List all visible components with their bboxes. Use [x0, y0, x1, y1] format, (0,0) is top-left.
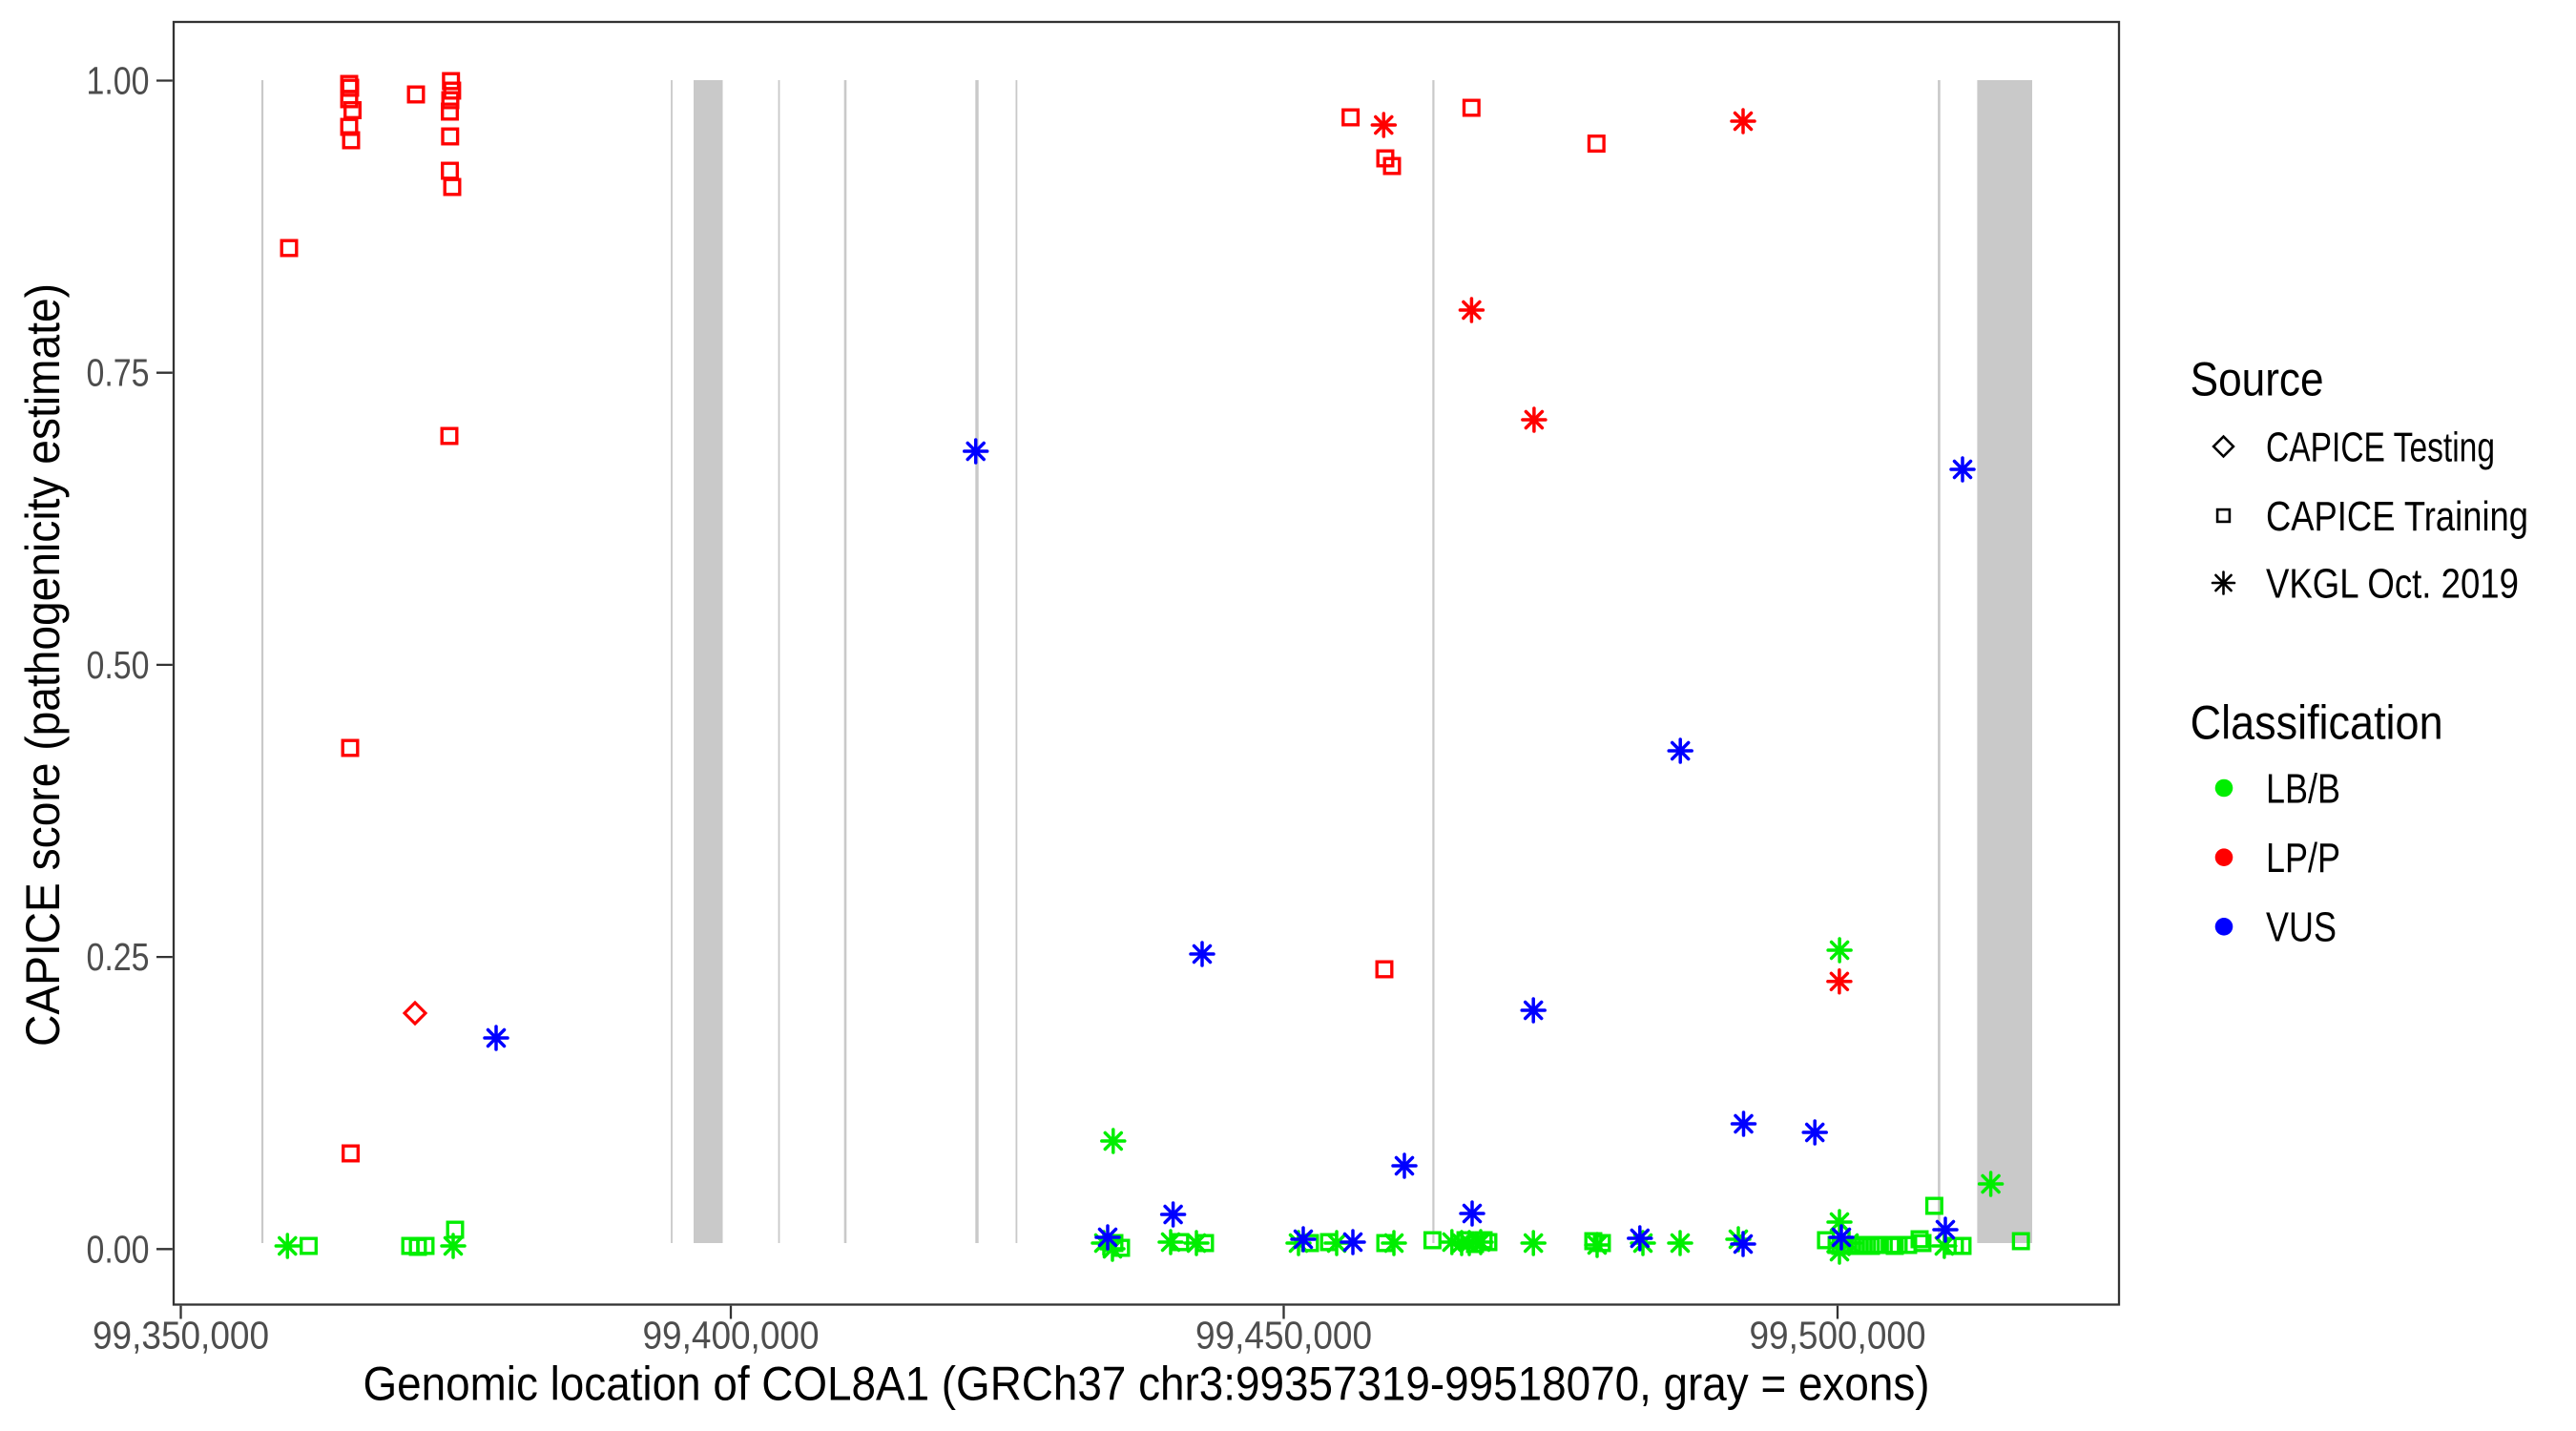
- svg-text:0.00: 0.00: [87, 1227, 150, 1271]
- svg-text:0.25: 0.25: [87, 935, 150, 979]
- svg-text:99,500,000: 99,500,000: [1750, 1314, 1926, 1358]
- svg-text:0.75: 0.75: [87, 351, 150, 395]
- svg-text:LB/B: LB/B: [2266, 765, 2340, 812]
- svg-text:CAPICE Testing: CAPICE Testing: [2266, 424, 2495, 470]
- svg-text:CAPICE score (pathogenicity es: CAPICE score (pathogenicity estimate): [16, 283, 70, 1047]
- svg-text:Genomic location of COL8A1 (GR: Genomic location of COL8A1 (GRCh37 chr3:…: [364, 1358, 1930, 1411]
- svg-text:99,350,000: 99,350,000: [93, 1314, 269, 1358]
- svg-text:VKGL Oct. 2019: VKGL Oct. 2019: [2266, 560, 2519, 607]
- svg-text:CAPICE Training: CAPICE Training: [2266, 493, 2528, 540]
- svg-text:VUS: VUS: [2266, 904, 2337, 951]
- svg-text:LP/P: LP/P: [2266, 835, 2340, 881]
- svg-text:Source: Source: [2191, 353, 2324, 406]
- svg-text:99,450,000: 99,450,000: [1195, 1314, 1372, 1358]
- svg-text:1.00: 1.00: [87, 59, 150, 103]
- svg-text:0.50: 0.50: [87, 643, 150, 687]
- svg-text:99,400,000: 99,400,000: [643, 1314, 820, 1358]
- svg-text:Classification: Classification: [2191, 695, 2443, 749]
